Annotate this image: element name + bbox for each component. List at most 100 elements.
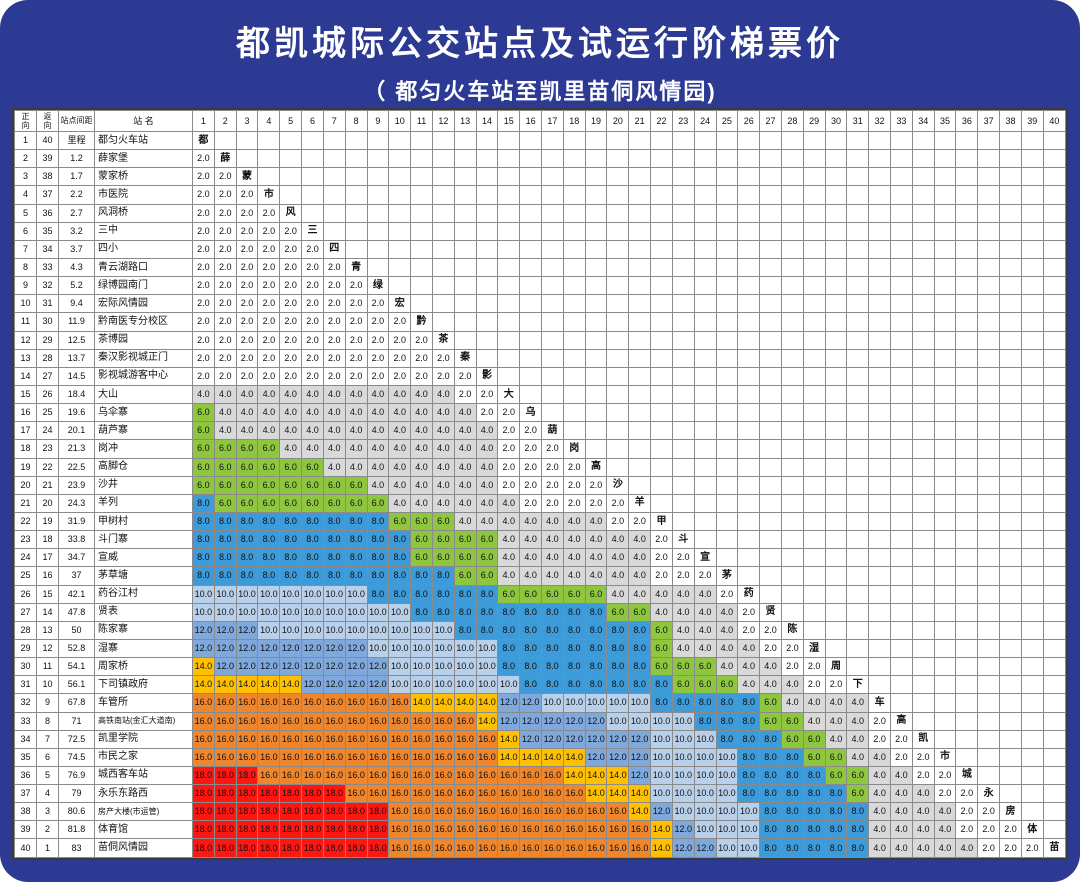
- empty-cell: [890, 530, 913, 550]
- fare-cell: 16.0: [257, 747, 281, 767]
- station-row-17: 17 24 20.1 葫芦寨 6.0 4.0 4.0 4.0 4.0 4.0 4.0 4.0 4.0 4.…: [14, 421, 1067, 441]
- fare-cell: 4.0: [933, 820, 957, 840]
- empty-cell: [824, 439, 848, 459]
- fare-cell: 6.0: [257, 493, 281, 513]
- fare-cell: 16.0: [453, 838, 477, 858]
- fare-cell: 2.0: [322, 366, 346, 386]
- fare-cell: 8.0: [192, 511, 215, 532]
- empty-cell: [977, 493, 1001, 513]
- diagonal-station-cell: 蒙: [235, 167, 259, 187]
- fare-cell: 10.0: [606, 711, 630, 731]
- empty-cell: [344, 239, 368, 259]
- empty-cell: [410, 294, 433, 314]
- fare-cell: 14.0: [235, 675, 259, 695]
- empty-cell: [584, 439, 608, 459]
- fare-cell: 16.0: [301, 711, 324, 731]
- empty-cell: [911, 294, 935, 314]
- station-row-23: 23 18 33.8 斗门寨 8.0 8.0 8.0 8.0 8.0 8.0 8.0 8.0 8.0 8.…: [14, 530, 1067, 550]
- fare-cell: 10.0: [235, 602, 259, 622]
- header-fare-col-31: 31: [846, 110, 870, 132]
- distance-cell: 76.9: [58, 765, 95, 786]
- empty-cell: [933, 149, 957, 169]
- station-row-36: 36 5 76.9 城西客车站 18.0 18.0 18.0 16.0 16.0 16.0 16.0…: [14, 765, 1067, 786]
- empty-cell: [780, 312, 804, 332]
- empty-cell: [693, 330, 717, 350]
- diagonal-station-cell: 甲: [650, 511, 673, 532]
- empty-cell: [584, 130, 608, 151]
- distance-cell: 21.3: [58, 439, 95, 459]
- station-row-19: 19 22 22.5 高脚仓 6.0 6.0 6.0 6.0 6.0 6.0 4.0 4.0 4.0 4.…: [14, 457, 1067, 477]
- header-station-name: 站 名: [94, 110, 193, 132]
- empty-cell: [1042, 276, 1067, 296]
- empty-cell: [584, 384, 608, 405]
- fare-cell: 16.0: [279, 747, 303, 767]
- fare-cell: 8.0: [759, 765, 782, 786]
- distance-cell: 22.5: [58, 457, 95, 477]
- empty-cell: [955, 330, 979, 350]
- fare-cell: 10.0: [693, 784, 717, 804]
- empty-cell: [366, 185, 390, 205]
- fare-cell: 4.0: [584, 511, 608, 532]
- fare-cell: 16.0: [475, 802, 499, 822]
- fare-cell: 2.0: [606, 493, 630, 513]
- empty-cell: [1042, 294, 1067, 314]
- fare-cell: 16.0: [519, 820, 542, 840]
- seq-cell: 11: [14, 312, 37, 332]
- empty-cell: [955, 276, 979, 296]
- distance-cell: 3.7: [58, 239, 95, 259]
- station-row-31: 31 10 56.1 下司镇政府 14.0 14.0 14.0 14.0 14.0 12.0 12.…: [14, 675, 1067, 695]
- empty-cell: [933, 729, 957, 749]
- fare-cell: 4.0: [911, 784, 935, 804]
- header-fare-col-21: 21: [628, 110, 652, 132]
- empty-cell: [999, 530, 1022, 550]
- distance-cell: 里程: [58, 130, 95, 151]
- empty-cell: [824, 493, 848, 513]
- fare-cell: 6.0: [192, 421, 215, 441]
- empty-cell: [235, 130, 259, 151]
- fare-cell: 10.0: [715, 747, 739, 767]
- empty-cell: [628, 403, 652, 423]
- fare-cell: 16.0: [388, 765, 412, 786]
- empty-cell: [933, 312, 957, 332]
- header-fare-col-7: 7: [322, 110, 346, 132]
- fare-cell: 18.0: [257, 838, 281, 858]
- fare-cell: 16.0: [562, 838, 586, 858]
- seq-cell: 13: [14, 348, 37, 368]
- empty-cell: [1042, 729, 1067, 749]
- empty-cell: [911, 348, 935, 368]
- empty-cell: [606, 330, 630, 350]
- empty-cell: [541, 130, 564, 151]
- station-name-cell: 苗侗风情园: [94, 838, 193, 858]
- fare-cell: 2.0: [759, 638, 782, 659]
- empty-cell: [999, 203, 1022, 223]
- empty-cell: [890, 330, 913, 350]
- empty-cell: [780, 185, 804, 205]
- empty-cell: [977, 130, 1001, 151]
- empty-cell: [366, 130, 390, 151]
- fare-cell: 2.0: [628, 511, 652, 532]
- empty-cell: [366, 203, 390, 223]
- empty-cell: [410, 221, 433, 241]
- fare-cell: 4.0: [628, 548, 652, 568]
- fare-cell: 8.0: [846, 838, 870, 858]
- fare-cell: 8.0: [693, 711, 717, 731]
- empty-cell: [1042, 566, 1067, 586]
- fare-cell: 16.0: [235, 729, 259, 749]
- fare-cell: 16.0: [431, 765, 455, 786]
- fare-cell: 16.0: [366, 711, 390, 731]
- fare-cell: 2.0: [497, 421, 521, 441]
- header-fare-col-28: 28: [780, 110, 804, 132]
- empty-cell: [911, 530, 935, 550]
- fare-cell: 4.0: [671, 602, 695, 622]
- empty-cell: [802, 439, 826, 459]
- fare-cell: 8.0: [322, 566, 346, 586]
- fare-cell: 2.0: [322, 294, 346, 314]
- empty-cell: [977, 312, 1001, 332]
- station-name-cell: 蒙家桥: [94, 167, 193, 187]
- return-seq-cell: 16: [36, 566, 59, 586]
- fare-cell: 4.0: [911, 820, 935, 840]
- fare-cell: 10.0: [257, 602, 281, 622]
- fare-cell: 2.0: [257, 203, 281, 223]
- fare-cell: 2.0: [213, 276, 237, 296]
- seq-cell: 7: [14, 239, 37, 259]
